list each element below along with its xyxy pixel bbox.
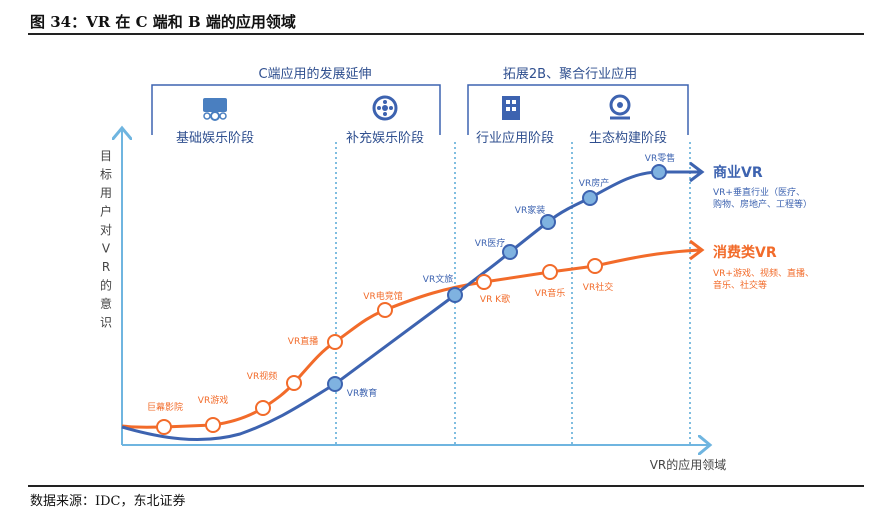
business-vr-point bbox=[651, 164, 667, 180]
consumer-vr-point bbox=[255, 400, 271, 416]
stage-label: 生态构建阶段 bbox=[589, 131, 667, 146]
consumer-vr-arrow bbox=[689, 239, 705, 261]
consumer-vr-point-label: VR K歌 bbox=[480, 293, 510, 305]
consumer-vr-point bbox=[327, 334, 343, 350]
b-bracket-label: 拓展2B、聚合行业应用 bbox=[503, 66, 637, 82]
business-vr-point bbox=[327, 376, 343, 392]
film-reel-icon bbox=[372, 95, 398, 121]
business-vr-point bbox=[582, 190, 598, 206]
consumer-vr-point bbox=[377, 302, 393, 318]
stage-label: 行业应用阶段 bbox=[476, 130, 554, 146]
business-vr-point-label: VR房产 bbox=[579, 177, 609, 189]
figure-title: 图 34：VR 在 C 端和 B 端的应用领域 bbox=[30, 13, 296, 31]
business-vr-point bbox=[540, 214, 556, 230]
business-vr-point-label: VR零售 bbox=[645, 152, 675, 164]
consumer-vr-point-label: 巨幕影院 bbox=[147, 401, 183, 413]
business-vr-label: 商业VR bbox=[713, 164, 763, 181]
svg-text:R: R bbox=[102, 260, 110, 274]
consumer-vr-point-label: VR直播 bbox=[288, 335, 318, 347]
consumer-vr-point-label: VR社交 bbox=[583, 281, 613, 293]
c-bracket bbox=[151, 84, 441, 135]
svg-text:户: 户 bbox=[100, 204, 112, 219]
consumer-vr-point bbox=[286, 375, 302, 391]
consumer-vr-point bbox=[476, 274, 492, 290]
consumer-vr-point-label: VR游戏 bbox=[198, 394, 228, 406]
consumer-vr-desc-2: 音乐、社交等 bbox=[713, 279, 767, 291]
business-vr-desc-2: 购物、房地产、工程等） bbox=[713, 198, 812, 210]
consumer-vr-point bbox=[205, 417, 221, 433]
stage-label: 补充娱乐阶段 bbox=[346, 130, 424, 146]
globe-icon bbox=[609, 94, 631, 120]
consumer-vr-point-label: VR视频 bbox=[247, 370, 277, 382]
entertainment-icon bbox=[203, 98, 227, 121]
consumer-vr-point bbox=[587, 258, 603, 274]
title-rule bbox=[28, 33, 864, 35]
business-vr-arrow bbox=[689, 161, 705, 183]
consumer-vr-desc-1: VR+游戏、视频、直播、 bbox=[713, 267, 814, 279]
business-vr-point-label: VR家装 bbox=[515, 204, 545, 216]
building-icon bbox=[502, 96, 520, 120]
consumer-vr-point-label: VR电竞馆 bbox=[363, 290, 402, 302]
svg-text:识: 识 bbox=[100, 316, 112, 330]
svg-text:对: 对 bbox=[100, 223, 112, 237]
business-vr-point-label: VR文旅 bbox=[423, 273, 453, 285]
svg-text:用: 用 bbox=[100, 186, 112, 200]
source-rule bbox=[28, 485, 864, 487]
business-vr-desc-1: VR+垂直行业（医疗、 bbox=[713, 186, 805, 198]
consumer-vr-label: 消费类VR bbox=[713, 244, 777, 261]
svg-text:目: 目 bbox=[100, 149, 112, 163]
svg-text:标: 标 bbox=[100, 168, 112, 182]
business-vr-point bbox=[502, 244, 518, 260]
stage-label: 基础娱乐阶段 bbox=[176, 131, 254, 146]
consumer-vr-point-label: VR音乐 bbox=[535, 287, 565, 299]
business-vr-point-label: VR教育 bbox=[347, 387, 377, 399]
svg-text:意: 意 bbox=[100, 296, 112, 311]
b-bracket bbox=[467, 84, 689, 135]
svg-text:的: 的 bbox=[100, 278, 112, 293]
source-note: 数据来源：IDC，东北证券 bbox=[30, 494, 186, 509]
business-vr-point bbox=[447, 287, 463, 303]
svg-text:V: V bbox=[102, 242, 111, 256]
consumer-vr-point bbox=[542, 264, 558, 280]
c-bracket-label: C端应用的发展延伸 bbox=[258, 66, 371, 82]
business-vr-point-label: VR医疗 bbox=[475, 237, 505, 249]
consumer-vr-point bbox=[156, 419, 172, 435]
x-axis-label: VR的应用领域 bbox=[650, 457, 727, 472]
